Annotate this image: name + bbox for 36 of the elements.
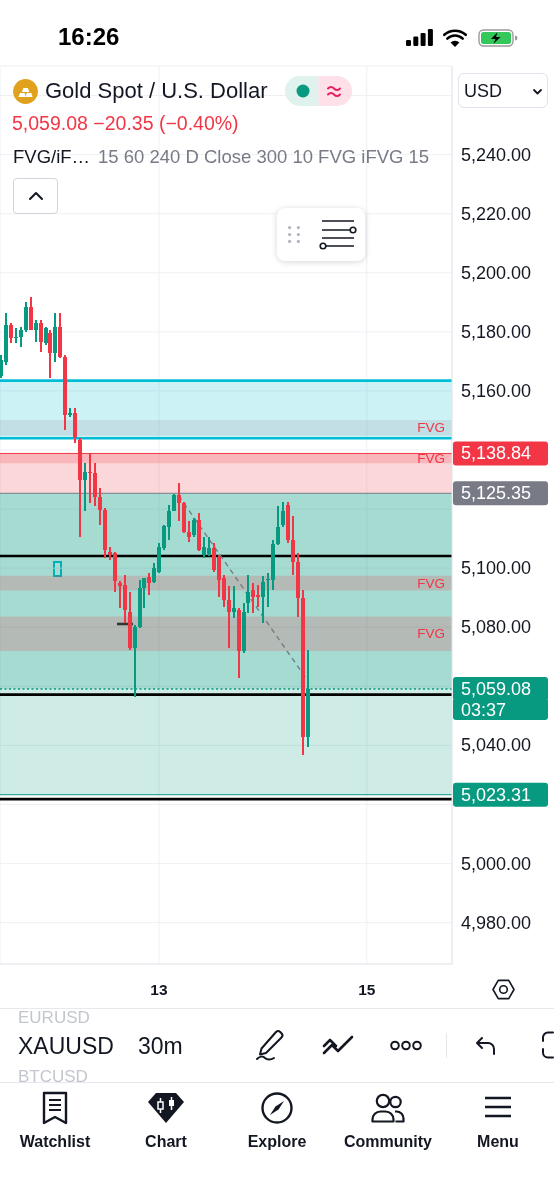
band-label: FVG — [417, 420, 445, 436]
x-tick-label: 13 — [150, 980, 168, 998]
text: USD — [464, 79, 503, 103]
x-tick-label: 15 — [358, 980, 376, 998]
band-label: FVG — [417, 575, 445, 591]
y-tick-label: 5,220.00 — [461, 203, 532, 224]
y-tick-label: 5,100.00 — [461, 558, 532, 579]
ref-line-label: 5,059.08 — [461, 679, 532, 700]
y-tick-label: 5,080.00 — [461, 617, 532, 638]
ref-line-label: 5,023.31 — [461, 784, 532, 805]
text: Watchlist — [18, 1132, 92, 1152]
text: Gold Spot / U.S. Dollar — [45, 77, 268, 105]
ref-line-label: 5,125.35 — [461, 483, 532, 504]
annotation: FVG/iF… — [13, 144, 91, 168]
y-tick-label: 5,160.00 — [461, 380, 532, 401]
text: 16:26 — [58, 22, 120, 52]
text: Chart — [144, 1132, 188, 1152]
band-label: FVG — [417, 626, 445, 642]
text: Explore — [246, 1132, 308, 1152]
text: BTCUSD — [18, 1065, 88, 1087]
text: Community — [343, 1132, 433, 1152]
text: Menu — [476, 1132, 520, 1152]
ref-line-label: 5,138.84 — [461, 443, 532, 464]
text: 30m — [138, 1031, 183, 1061]
text: 5,059.08 −20.35 (−0.40%) — [12, 111, 239, 135]
text: EURUSD — [18, 1006, 90, 1028]
text: 03:37 — [453, 700, 548, 720]
y-tick-label: 5,180.00 — [461, 321, 532, 342]
y-tick-label: 4,980.00 — [461, 912, 532, 933]
y-tick-label: 5,200.00 — [461, 262, 532, 283]
y-tick-label: 5,040.00 — [461, 735, 532, 756]
band-label: FVG — [417, 450, 445, 466]
annotation: 15 60 240 D Close 300 10 FVG iFVG 15 — [98, 144, 430, 168]
text: XAUUSD — [18, 1031, 114, 1061]
y-tick-label: 5,240.00 — [461, 144, 532, 165]
y-tick-label: 5,000.00 — [461, 853, 532, 874]
